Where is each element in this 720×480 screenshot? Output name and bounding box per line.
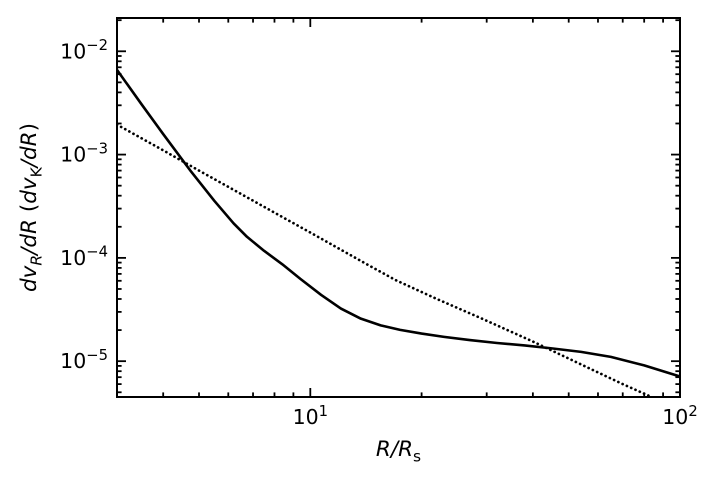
y-tick-labels: 10−2 10−3 10−4 10−5 [60,37,108,373]
y-tick-label: 10−3 [60,140,108,166]
x-axis-label: R/Rs [376,437,421,466]
x-tick-label: 101 [293,403,328,429]
x-tick-label: 102 [662,403,697,429]
x-tick-labels: 101 102 [293,403,698,429]
dotted-curve [117,123,655,397]
y-tick-label: 10−2 [60,37,108,63]
y-axis-label: dvR/dR (dvK/dR) [17,123,46,292]
y-tick-label: 10−4 [60,244,108,270]
axes-border [116,17,681,398]
y-tick-label: 10−5 [60,347,108,373]
solid-curve [117,69,680,378]
axis-ticks [117,18,681,397]
